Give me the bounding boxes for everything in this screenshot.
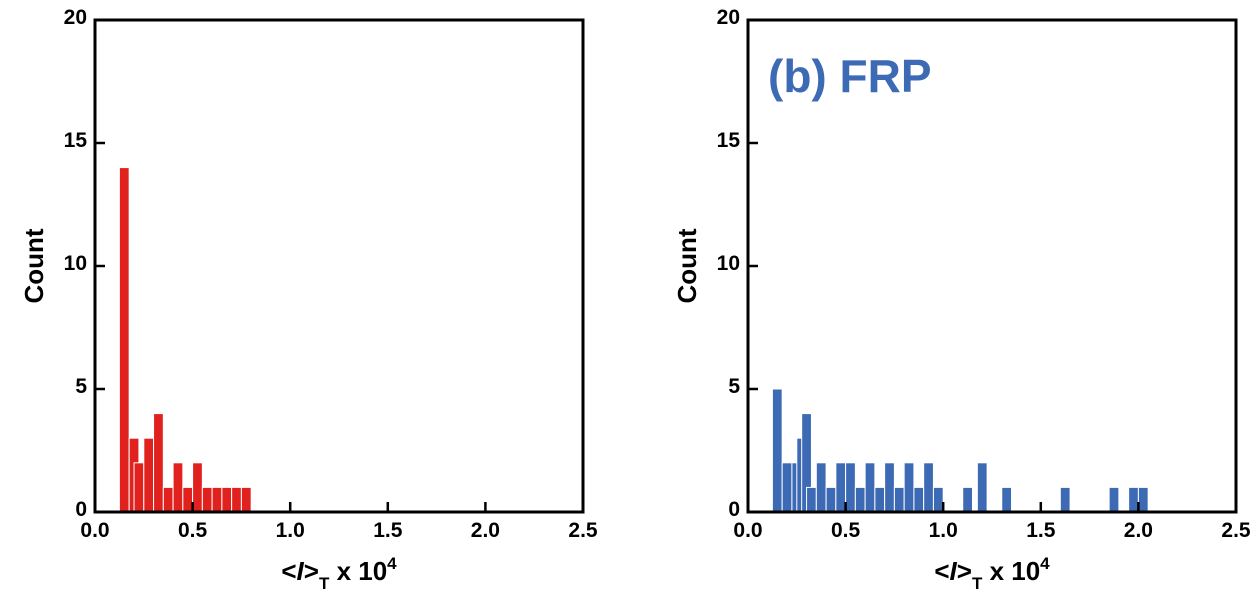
histogram-bar [835,462,847,513]
histogram-bar [1137,486,1149,513]
histogram-bar [221,486,233,513]
histogram-bar [884,462,895,513]
x-tick-label: 0.0 [80,519,109,542]
y-tick-label: 15 [64,129,88,152]
histogram-bar [143,437,155,513]
plot-frame [93,18,585,514]
histogram-bar [874,486,886,513]
x-tick-label: 2.0 [1124,519,1153,542]
histogram-panel-2: 0.0 0.5 1.0 1.5 2.0 2.5 0 5 10 15 20 Count <I>T x 10… [672,6,1251,593]
y-tick-label: 5 [728,375,740,398]
histogram-bar [182,486,194,513]
x-tick-label: 1.5 [1026,519,1056,542]
x-tick-label: 0.5 [178,519,208,542]
y-tick-label: 0 [75,498,87,521]
x-tick-label: 1.0 [276,519,305,542]
y-tick-label: 5 [75,375,87,398]
histogram-bar [211,486,223,513]
y-tick-label: 10 [717,252,740,275]
histogram-bar [1059,486,1071,513]
histogram-bar [1108,486,1120,513]
histogram-bar [903,462,915,513]
histogram-bar [192,462,203,513]
histogram-bar [162,486,174,513]
bars [771,388,1149,513]
histogram-bar [864,462,876,513]
x-tick-label: 0.5 [831,519,861,542]
histogram-panel-1: 0.0 0.5 1.0 1.5 2.0 2.5 0 5 10 15 20 Count <I>T x 10… [19,6,598,593]
x-tick-label: 1.5 [373,519,403,542]
x-tick-label: 0.0 [733,519,762,542]
histogram-bar [976,462,988,513]
histogram-bar [201,486,213,513]
y-tick-label: 20 [64,6,87,29]
histogram-bar [172,462,184,513]
x-axis-label: <I>T x 104 [281,554,397,593]
histogram-bar [893,486,905,513]
histogram-bar [815,462,827,513]
histogram-bar [932,486,944,513]
x-tick-label: 2.5 [568,519,598,542]
histogram-bar [806,486,817,513]
histogram-bar [1128,486,1139,513]
histogram-bar [854,486,866,513]
y-tick-label: 10 [64,252,87,275]
histogram-bar [825,486,837,513]
x-tick-label: 2.5 [1221,519,1251,542]
bars [118,167,252,513]
histogram-bar [913,486,925,513]
y-tick-label: 0 [728,498,740,521]
histogram-bar [771,388,783,513]
y-axis-label: Count [19,228,49,303]
histogram-bar [1001,486,1013,513]
histogram-bar [240,486,252,513]
x-tick-label: 1.0 [929,519,958,542]
histogram-bar [118,167,130,513]
histogram-bar [781,462,793,513]
x-axis-label: <I>T x 104 [934,554,1050,593]
histogram-bar [845,462,856,513]
histogram-bar [923,462,934,513]
panel-title: (b) FRP [768,50,932,102]
y-axis-label: Count [672,228,702,303]
y-tick-label: 15 [717,129,741,152]
histogram-bar [133,462,145,513]
histogram-bar [962,486,973,513]
x-tick-label: 2.0 [471,519,500,542]
histogram-bar [231,486,242,513]
y-tick-label: 20 [717,6,740,29]
histogram-bar [153,413,164,513]
